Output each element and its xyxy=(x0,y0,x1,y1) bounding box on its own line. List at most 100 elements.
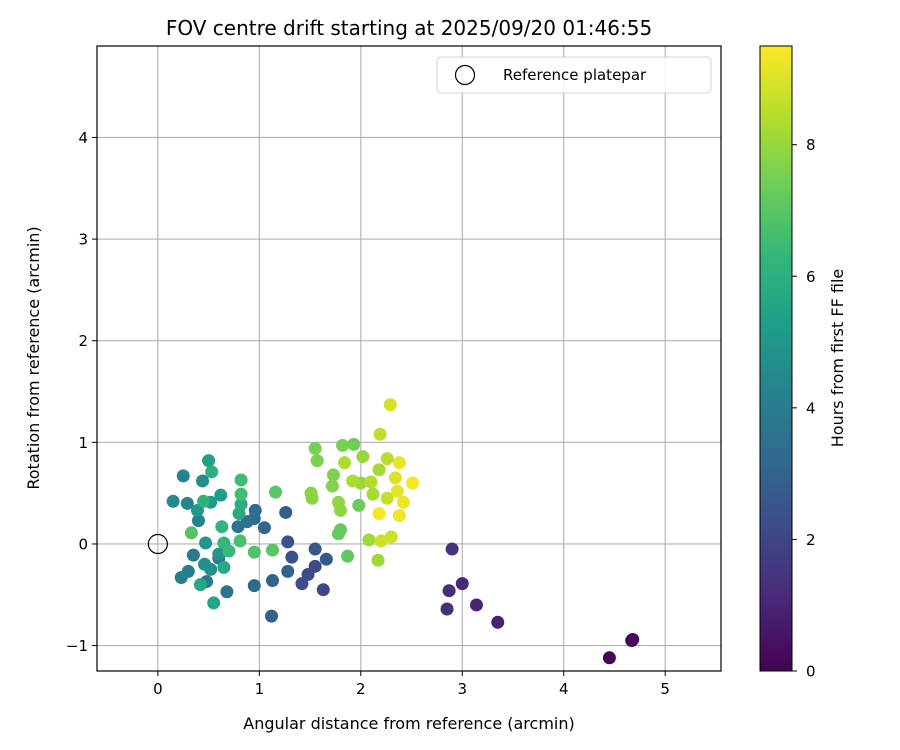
x-axis-ticks: 0 1 2 3 4 5 xyxy=(153,671,670,698)
colorbar-label: Hours from first FF file xyxy=(828,269,847,448)
colorbar-tick-label: 6 xyxy=(806,268,816,286)
data-point xyxy=(266,543,280,557)
y-axis-label: Rotation from reference (arcmin) xyxy=(24,226,43,489)
data-point xyxy=(325,479,339,493)
data-point xyxy=(234,487,248,501)
colorbar-ticks: 0 2 4 6 8 xyxy=(792,136,816,681)
data-point xyxy=(373,427,387,441)
data-point xyxy=(388,471,402,485)
y-tick-label: 4 xyxy=(78,129,88,147)
data-point xyxy=(176,469,190,483)
plot-frame xyxy=(96,45,722,672)
data-point xyxy=(491,615,505,629)
x-tick-label: 0 xyxy=(153,680,163,698)
data-point xyxy=(356,450,370,464)
data-point xyxy=(326,468,340,482)
data-point xyxy=(371,553,385,567)
data-point xyxy=(269,485,283,499)
data-point xyxy=(364,475,378,489)
data-point xyxy=(346,474,360,488)
y-tick-label: −1 xyxy=(66,637,88,655)
data-point xyxy=(233,534,247,548)
data-point xyxy=(390,484,404,498)
data-point xyxy=(205,465,219,479)
data-point xyxy=(374,534,388,548)
y-axis-ticks: −1 0 1 2 3 4 xyxy=(66,129,97,655)
data-point xyxy=(383,398,397,412)
data-point xyxy=(204,562,218,576)
legend-label: Reference platepar xyxy=(503,66,647,84)
x-tick-label: 1 xyxy=(255,680,265,698)
data-point xyxy=(304,486,318,500)
reference-platepar-marker xyxy=(147,533,168,555)
data-point xyxy=(196,474,210,488)
data-point xyxy=(334,523,348,537)
data-point xyxy=(257,521,271,535)
data-point xyxy=(220,585,234,599)
colorbar-tick-label: 2 xyxy=(806,531,816,549)
data-point xyxy=(184,526,198,540)
x-tick-label: 5 xyxy=(660,680,670,698)
data-point xyxy=(207,596,221,610)
data-point xyxy=(319,552,333,566)
colorbar-tick-label: 8 xyxy=(806,136,816,154)
data-point xyxy=(308,542,322,556)
legend: Reference platepar xyxy=(436,56,712,94)
data-point xyxy=(281,535,295,549)
colorbar-tick-label: 0 xyxy=(806,663,816,681)
y-tick-label: 0 xyxy=(78,535,88,553)
data-point xyxy=(212,547,226,561)
data-point xyxy=(247,579,261,593)
data-point xyxy=(247,545,261,559)
colorbar-tick-label: 4 xyxy=(806,399,816,417)
data-point xyxy=(285,550,299,564)
data-point xyxy=(231,520,245,534)
data-point xyxy=(366,487,380,501)
reference-marker-layer xyxy=(147,533,168,555)
data-point xyxy=(222,544,236,558)
data-point xyxy=(308,441,322,455)
data-point xyxy=(372,463,386,477)
data-point xyxy=(602,651,616,665)
data-point xyxy=(455,577,469,591)
data-point xyxy=(384,530,398,544)
legend-box xyxy=(436,56,712,94)
x-tick-label: 4 xyxy=(559,680,569,698)
data-point xyxy=(265,609,279,623)
data-point xyxy=(442,584,456,598)
data-point xyxy=(316,583,330,597)
data-point xyxy=(336,438,350,452)
data-point xyxy=(202,454,216,468)
data-point xyxy=(380,452,394,466)
data-point xyxy=(279,505,293,519)
data-point xyxy=(234,497,248,511)
data-point xyxy=(310,454,324,468)
data-point xyxy=(347,437,361,451)
data-point xyxy=(341,549,355,563)
data-point xyxy=(193,578,207,592)
x-tick-label: 2 xyxy=(356,680,366,698)
data-point xyxy=(248,503,262,517)
data-point xyxy=(338,456,352,470)
data-point xyxy=(392,456,406,470)
grid-lines xyxy=(97,46,721,671)
data-point xyxy=(197,494,211,508)
data-point xyxy=(180,496,194,510)
data-point xyxy=(217,560,231,574)
data-point xyxy=(301,567,315,581)
data-point xyxy=(396,495,410,509)
y-tick-label: 3 xyxy=(78,231,88,249)
data-point xyxy=(334,503,348,517)
data-point xyxy=(380,491,394,505)
data-point xyxy=(214,488,228,502)
x-axis-label: Angular distance from reference (arcmin) xyxy=(243,714,574,733)
data-point xyxy=(190,503,204,517)
data-point xyxy=(186,548,200,562)
data-point xyxy=(362,533,376,547)
data-point xyxy=(281,564,295,578)
y-tick-label: 2 xyxy=(78,332,88,350)
colorbar xyxy=(759,45,793,672)
data-point xyxy=(166,494,180,508)
data-point xyxy=(392,509,406,523)
